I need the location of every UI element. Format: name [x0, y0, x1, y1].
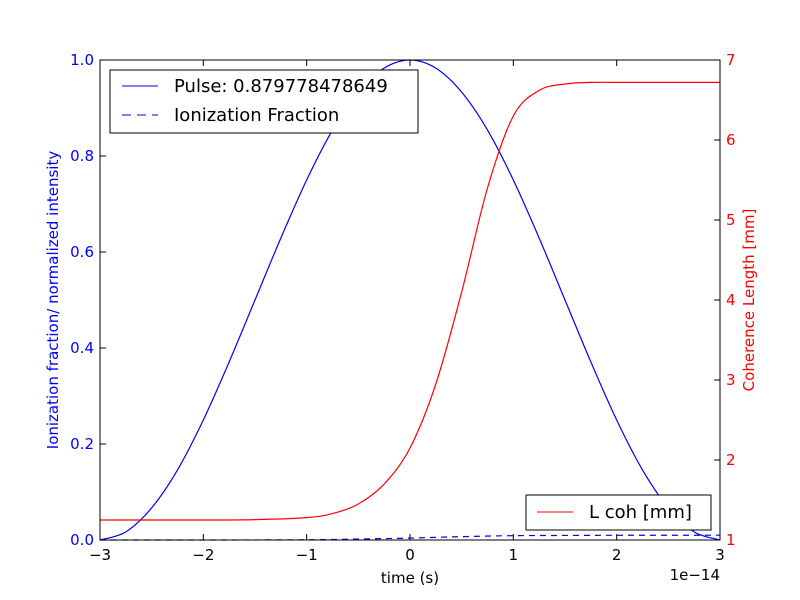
- left-y-tick-label: 0.2: [70, 435, 94, 453]
- legend-label-ionization: Ionization Fraction: [174, 105, 339, 126]
- right-axis-label: Coherence Length [mm]: [740, 209, 758, 392]
- legend-lower-right: L coh [mm]: [525, 494, 712, 531]
- x-tick-label: 2: [612, 546, 622, 564]
- x-offset-label: 1e−14: [670, 566, 720, 584]
- right-y-tick-label: 7: [726, 51, 736, 69]
- right-y-tick-label: 2: [726, 451, 736, 469]
- right-y-tick-label: 6: [726, 131, 736, 149]
- x-tick-label: −2: [192, 546, 214, 564]
- x-tick-label: −3: [89, 546, 111, 564]
- x-axis-label: time (s): [381, 569, 439, 587]
- legend-box: [109, 69, 419, 134]
- ticks-layer: −3 −2 −1 0 1 2 3 0.0 0.2 0.4 0.6 0.8 1.0 1 2 3 4 5 6 7: [70, 51, 735, 564]
- x-tick-label: −1: [296, 546, 318, 564]
- right-y-tick-label: 4: [726, 291, 736, 309]
- left-y-tick-label: 1.0: [70, 51, 94, 69]
- right-y-tick-label: 1: [726, 531, 736, 549]
- left-y-tick-label: 0.6: [70, 243, 94, 261]
- right-y-tick-label: 3: [726, 371, 736, 389]
- right-y-tick-label: 5: [726, 211, 736, 229]
- series-line-2: [100, 81, 720, 521]
- x-tick-label: 1: [509, 546, 519, 564]
- left-y-tick-label: 0.4: [70, 339, 94, 357]
- x-tick-label: 3: [715, 546, 725, 564]
- x-tick-label: 0: [405, 546, 415, 564]
- left-y-tick-label: 0.8: [70, 147, 94, 165]
- left-axis-label: Ionization fraction/ normalized intensit…: [44, 151, 62, 450]
- legend-label-lcoh: L coh [mm]: [589, 502, 692, 523]
- legend-label-pulse: Pulse: 0.879778478649: [174, 76, 388, 97]
- left-y-tick-label: 0.0: [70, 531, 94, 549]
- legend-upper-left: Pulse: 0.879778478649 Ionization Fractio…: [109, 69, 419, 134]
